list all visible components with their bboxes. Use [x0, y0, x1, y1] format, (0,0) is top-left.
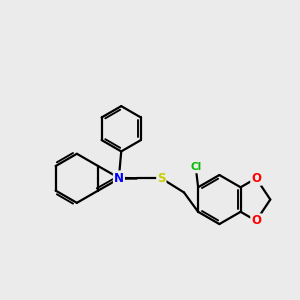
- Text: N: N: [114, 171, 124, 184]
- Text: Cl: Cl: [190, 163, 201, 172]
- Text: N: N: [114, 172, 124, 185]
- Text: O: O: [251, 172, 261, 185]
- Text: O: O: [251, 214, 261, 227]
- Text: S: S: [157, 172, 166, 185]
